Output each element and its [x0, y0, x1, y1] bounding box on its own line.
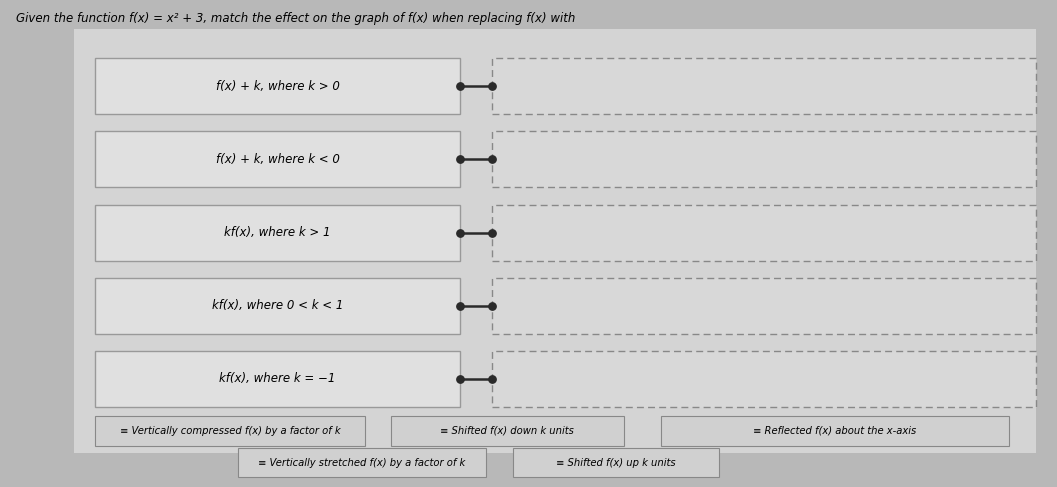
- Text: ≡ Vertically stretched f(x) by a factor of k: ≡ Vertically stretched f(x) by a factor …: [258, 458, 466, 468]
- FancyBboxPatch shape: [492, 278, 1036, 334]
- FancyBboxPatch shape: [95, 205, 460, 261]
- Point: [451, 301, 468, 310]
- Text: kf(x), where 0 < k < 1: kf(x), where 0 < k < 1: [211, 299, 344, 312]
- Point: [451, 228, 468, 236]
- Text: ≡ Vertically compressed f(x) by a factor of k: ≡ Vertically compressed f(x) by a factor…: [119, 426, 340, 436]
- Point: [483, 82, 500, 91]
- FancyBboxPatch shape: [492, 205, 1036, 261]
- Text: f(x) + k, where k < 0: f(x) + k, where k < 0: [216, 153, 339, 166]
- Text: ≡ Reflected f(x) about the x-axis: ≡ Reflected f(x) about the x-axis: [754, 426, 916, 436]
- Point: [451, 82, 468, 91]
- FancyBboxPatch shape: [661, 416, 1009, 446]
- Point: [451, 156, 468, 164]
- Text: kf(x), where k = −1: kf(x), where k = −1: [219, 372, 336, 385]
- Text: Given the function f(x) = x² + 3, match the effect on the graph of f(x) when rep: Given the function f(x) = x² + 3, match …: [16, 12, 575, 25]
- Point: [483, 228, 500, 236]
- FancyBboxPatch shape: [74, 29, 1036, 453]
- Point: [451, 375, 468, 383]
- Point: [483, 301, 500, 310]
- FancyBboxPatch shape: [95, 131, 460, 187]
- Text: ≡ Shifted f(x) down k units: ≡ Shifted f(x) down k units: [441, 426, 574, 436]
- Point: [483, 375, 500, 383]
- FancyBboxPatch shape: [95, 278, 460, 334]
- FancyBboxPatch shape: [492, 58, 1036, 114]
- Text: kf(x), where k > 1: kf(x), where k > 1: [224, 226, 331, 239]
- FancyBboxPatch shape: [95, 58, 460, 114]
- FancyBboxPatch shape: [492, 131, 1036, 187]
- Text: f(x) + k, where k > 0: f(x) + k, where k > 0: [216, 80, 339, 93]
- Text: ≡ Shifted f(x) up k units: ≡ Shifted f(x) up k units: [556, 458, 675, 468]
- FancyBboxPatch shape: [238, 448, 486, 477]
- FancyBboxPatch shape: [95, 416, 365, 446]
- Point: [483, 156, 500, 164]
- FancyBboxPatch shape: [95, 351, 460, 407]
- FancyBboxPatch shape: [513, 448, 719, 477]
- FancyBboxPatch shape: [391, 416, 624, 446]
- FancyBboxPatch shape: [492, 351, 1036, 407]
